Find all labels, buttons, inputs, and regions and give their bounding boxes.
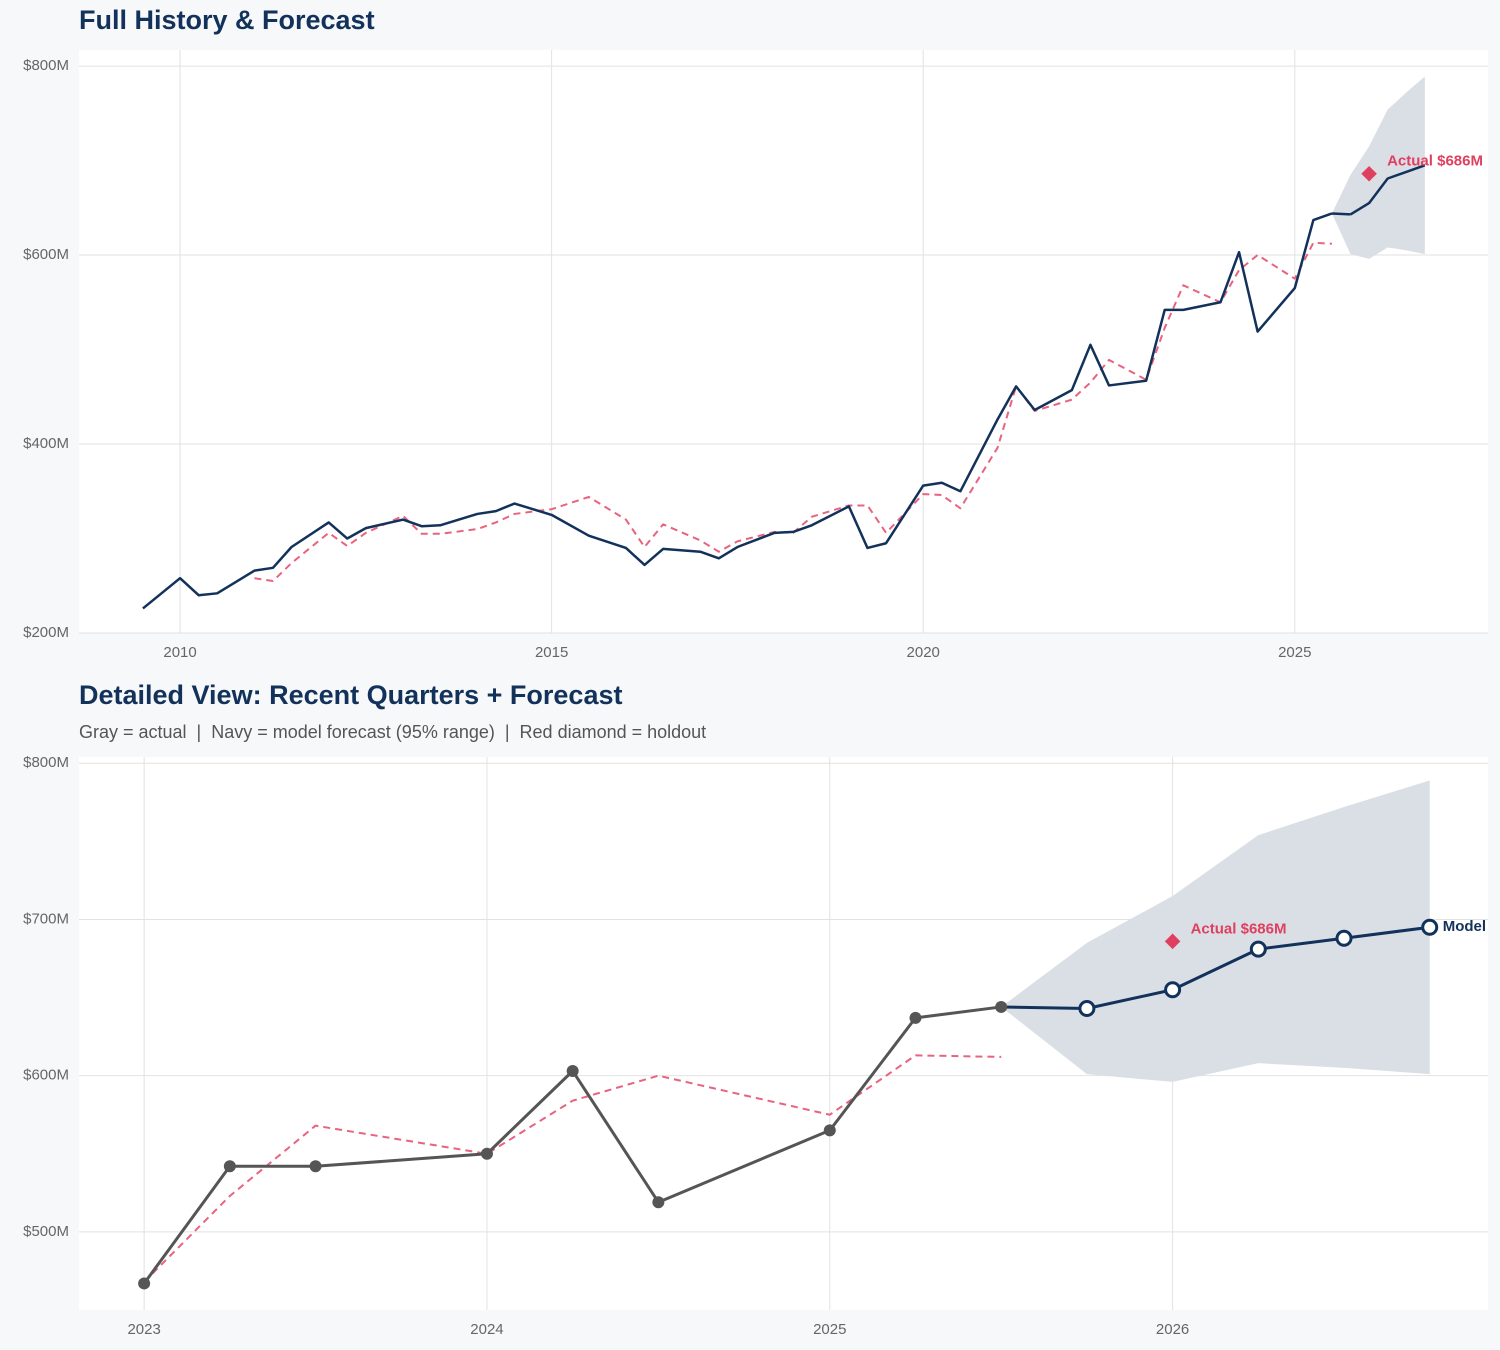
x-tick-label: 2023: [127, 1321, 160, 1338]
forecast-band: [1331, 76, 1425, 259]
x-tick-label: 2025: [813, 1321, 846, 1338]
x-tick-label: 2025: [1278, 644, 1311, 661]
chart-subtitle: Gray = actual | Navy = model forecast (9…: [79, 722, 706, 742]
forecast-point: [1249, 940, 1267, 958]
forecast-connector: [1331, 212, 1351, 216]
actual-point: [566, 1064, 579, 1077]
plot: Actual $686M: [142, 76, 1483, 610]
forecast-connector: [1001, 1005, 1087, 1011]
y-tick-label: $800M: [23, 57, 69, 74]
y-tick-label: $500M: [23, 1223, 69, 1240]
forecast-band: [1001, 780, 1430, 1082]
x-tick-label: 2015: [535, 644, 568, 661]
actual-point: [480, 1147, 493, 1160]
holdout-diamond: [1164, 933, 1181, 950]
holdout-label: Actual $686M: [1191, 920, 1287, 937]
actual-point: [995, 1000, 1008, 1013]
y-tick-label: $600M: [23, 246, 69, 263]
forecast-point: [1078, 1000, 1096, 1018]
chart-title: Detailed View: Recent Quarters + Forecas…: [79, 680, 622, 710]
forecast-line: [1349, 164, 1426, 216]
chart-title: Full History & Forecast: [79, 5, 375, 35]
x-tick-label: 2026: [1156, 1321, 1189, 1338]
y-tick-label: $400M: [23, 435, 69, 452]
actual-point: [223, 1160, 236, 1173]
actual-point: [909, 1011, 922, 1024]
x-tick-label: 2020: [907, 644, 940, 661]
forecast-point: [1421, 918, 1439, 936]
forecast-end-label: Model: [1443, 918, 1486, 935]
y-tick-label: $600M: [23, 1067, 69, 1084]
fitted-line: [254, 241, 1332, 583]
y-tick-label: $800M: [23, 754, 69, 771]
x-tick-label: 2010: [163, 644, 196, 661]
fitted-line: [143, 1054, 1002, 1283]
actual-point: [652, 1196, 665, 1209]
y-tick-label: $200M: [23, 624, 69, 641]
holdout-label: Actual $686M: [1387, 153, 1483, 170]
actual-point: [309, 1160, 322, 1173]
actual-line: [142, 212, 1333, 610]
actual-point: [138, 1277, 151, 1290]
holdout-diamond: [1361, 166, 1377, 182]
actual-point: [823, 1124, 836, 1137]
x-tick-label: 2024: [470, 1321, 503, 1338]
y-tick-label: $700M: [23, 910, 69, 927]
forecast-point: [1164, 981, 1182, 999]
plot-area: [79, 50, 1488, 633]
forecast-point: [1335, 929, 1353, 947]
plot: Actual $686M Model: [138, 780, 1486, 1290]
